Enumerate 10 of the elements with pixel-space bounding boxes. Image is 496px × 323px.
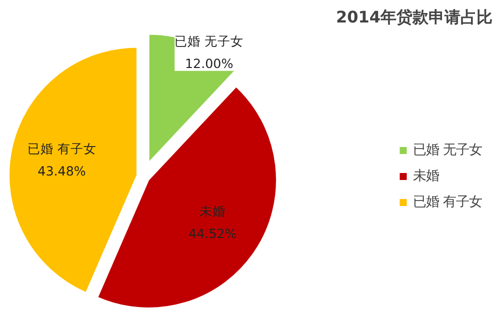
slice-label: 未婚 [200, 204, 226, 219]
slice-label: 已婚 有子女 [27, 140, 96, 156]
slice-label: 已婚 无子女 [174, 33, 244, 48]
legend-label: 未婚 [412, 168, 439, 185]
chart-title: 2014年贷款申请占比 [336, 8, 492, 26]
data-label: 43.48% [38, 163, 86, 178]
data-label: 12.00% [184, 56, 234, 71]
data-label: 44.52% [188, 226, 237, 242]
legend-label: 已婚 无子女 [412, 142, 482, 159]
legend-label: 已婚 有子女 [412, 194, 482, 211]
